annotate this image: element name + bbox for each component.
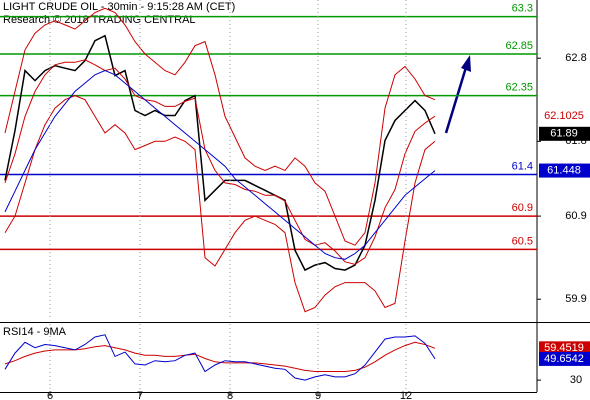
- chart-title: LIGHT CRUDE OIL - 30min - 9:15:28 AM (CE…: [3, 1, 235, 13]
- forecast-arrow: [444, 55, 471, 134]
- chart-subtitle: Research © 2018 TRADING CENTRAL: [3, 14, 196, 26]
- series-line: [4, 70, 436, 260]
- series-line: [4, 59, 436, 265]
- level-label: 62.85: [505, 40, 533, 52]
- price-tag-label: 59.4519: [544, 342, 584, 354]
- price-tag: [539, 126, 590, 141]
- level-label: 60.9: [512, 202, 533, 214]
- price-tag-label: 62.1025: [544, 110, 584, 122]
- level-label: 62.35: [505, 81, 533, 93]
- level-label: 63.3: [512, 3, 533, 15]
- y-tick-label: 60.9: [565, 210, 586, 222]
- price-tag: [539, 163, 590, 178]
- series-line: [4, 334, 436, 381]
- price-tag-label: 61.448: [547, 164, 581, 176]
- series-line: [4, 95, 436, 313]
- arrow-head: [461, 55, 471, 72]
- y-tick-label: 30: [570, 374, 582, 386]
- price-tag: [539, 351, 590, 366]
- series-line: [4, 7, 436, 246]
- series-line: [4, 34, 436, 272]
- level-label: 61.4: [512, 160, 533, 172]
- price-tag: [539, 109, 590, 124]
- level-label: 60.5: [512, 235, 533, 247]
- y-tick-label: 62.8: [565, 52, 586, 64]
- x-tick-label: 7: [137, 390, 143, 400]
- rsi-title: RSI14 - 9MA: [3, 326, 67, 338]
- price-tag-label: 61.89: [550, 128, 578, 140]
- x-tick-label: 12: [400, 390, 412, 400]
- price-tag-label: 49.6542: [544, 353, 584, 365]
- x-tick-label: 6: [47, 390, 53, 400]
- x-tick-label: 8: [227, 390, 233, 400]
- x-tick-label: 9: [315, 390, 321, 400]
- price-tag: [539, 341, 590, 356]
- y-tick-label: 59.9: [565, 293, 586, 305]
- arrow-shaft: [444, 63, 469, 134]
